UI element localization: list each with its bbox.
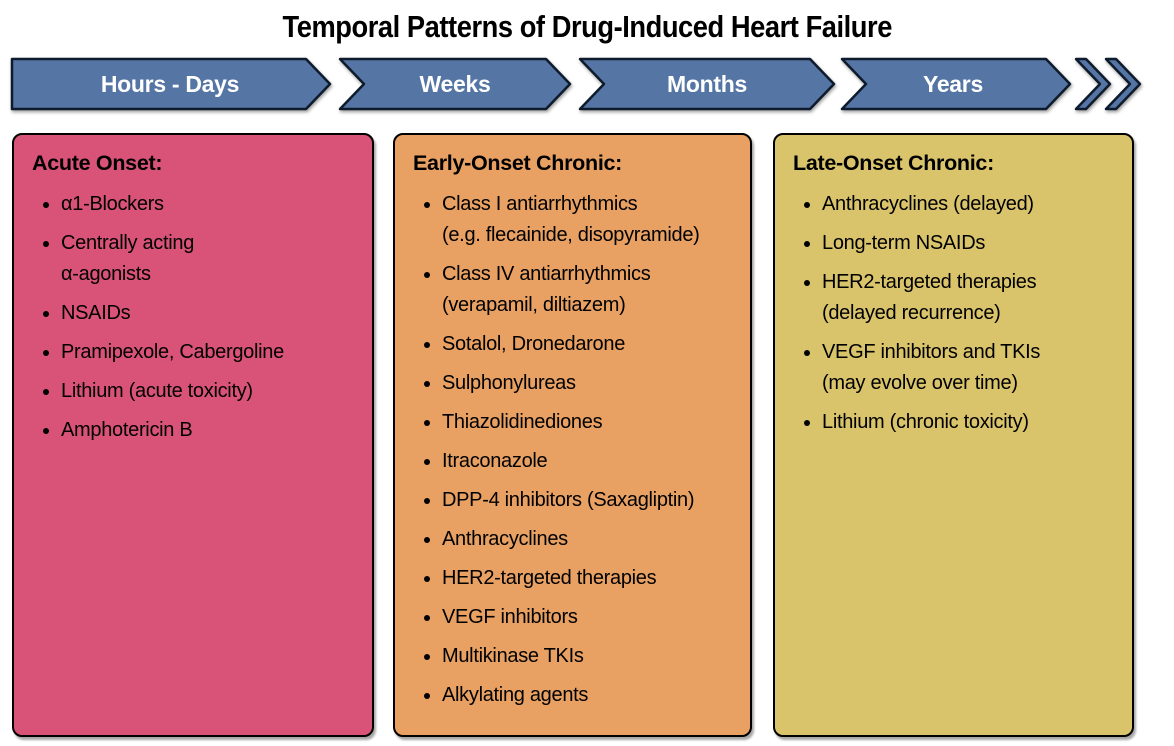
timeline-label-years: Years (923, 71, 983, 97)
drug-list-item: α1-Blockers (61, 189, 356, 220)
timeline-segment-weeks (338, 57, 572, 111)
late-onset-chronic-drug-list: Anthracyclines (delayed) Long-term NSAIDs… (793, 189, 1116, 438)
timeline-segment-months (578, 57, 836, 111)
drug-list-item: Long-term NSAIDs (822, 228, 1116, 259)
late-onset-chronic-header: Late-Onset Chronic: (793, 151, 994, 175)
drug-list-item: DPP-4 inhibitors (Saxagliptin) (442, 485, 734, 516)
drug-list-item: NSAIDs (61, 298, 356, 329)
drug-list-item: Thiazolidinediones (442, 407, 734, 438)
drug-list-item: HER2-targeted therapies (442, 563, 734, 594)
chevron-right-icon (1074, 57, 1112, 111)
drug-list-item: Class IV antiarrhythmics (verapamil, dil… (442, 259, 734, 321)
drug-list-item: Amphotericin B (61, 415, 356, 446)
drug-list-item: Alkylating agents (442, 680, 734, 711)
late-onset-chronic-box: Late-Onset Chronic: Anthracyclines (dela… (773, 133, 1134, 737)
drug-list-item: Itraconazole (442, 446, 734, 477)
drug-list-item: Sotalol, Dronedarone (442, 329, 734, 360)
early-onset-chronic-header: Early-Onset Chronic: (413, 151, 623, 175)
page-title-text: Temporal Patterns of Drug-Induced Heart … (282, 9, 892, 44)
timeline-label-hours-days: Hours - Days (101, 71, 239, 97)
drug-list-item: Lithium (acute toxicity) (61, 376, 356, 407)
acute-onset-box: Acute Onset: α1-Blockers Centrally acting… (12, 133, 374, 737)
drug-list-item: Class I antiarrhythmics (e.g. flecainide… (442, 189, 734, 251)
drug-list-item: Centrally acting α-agonists (61, 228, 356, 290)
drug-list-item: Sulphonylureas (442, 368, 734, 399)
drug-list-item: Anthracyclines (delayed) (822, 189, 1116, 220)
drug-list-item: Anthracyclines (442, 524, 734, 555)
acute-onset-header: Acute Onset: (32, 151, 163, 175)
acute-onset-drug-list: α1-Blockers Centrally acting α-agonists NS… (32, 189, 356, 446)
early-onset-chronic-drug-list: Class I antiarrhythmics (e.g. flecainide… (413, 189, 734, 711)
page-title: Temporal Patterns of Drug-Induced Heart … (0, 8, 1174, 45)
timeline-segment-years (840, 57, 1072, 111)
timeline-label-weeks: Weeks (420, 71, 491, 97)
drug-list-item: Multikinase TKIs (442, 641, 734, 672)
timeline-arrow-bar: Hours - Days Weeks Months Years (10, 57, 1142, 111)
drug-list-item: VEGF inhibitors (442, 602, 734, 633)
timeline-segment-hours-days (10, 57, 332, 111)
chevron-right-icon (1104, 57, 1142, 111)
drug-list-item: HER2-targeted therapies (delayed recurre… (822, 267, 1116, 329)
drug-list-item: VEGF inhibitors and TKIs (may evolve ove… (822, 337, 1116, 399)
drug-list-item: Lithium (chronic toxicity) (822, 407, 1116, 438)
drug-list-item: Pramipexole, Cabergoline (61, 337, 356, 368)
early-onset-chronic-box: Early-Onset Chronic: Class I antiarrhyth… (393, 133, 752, 737)
timeline-label-months: Months (667, 71, 747, 97)
